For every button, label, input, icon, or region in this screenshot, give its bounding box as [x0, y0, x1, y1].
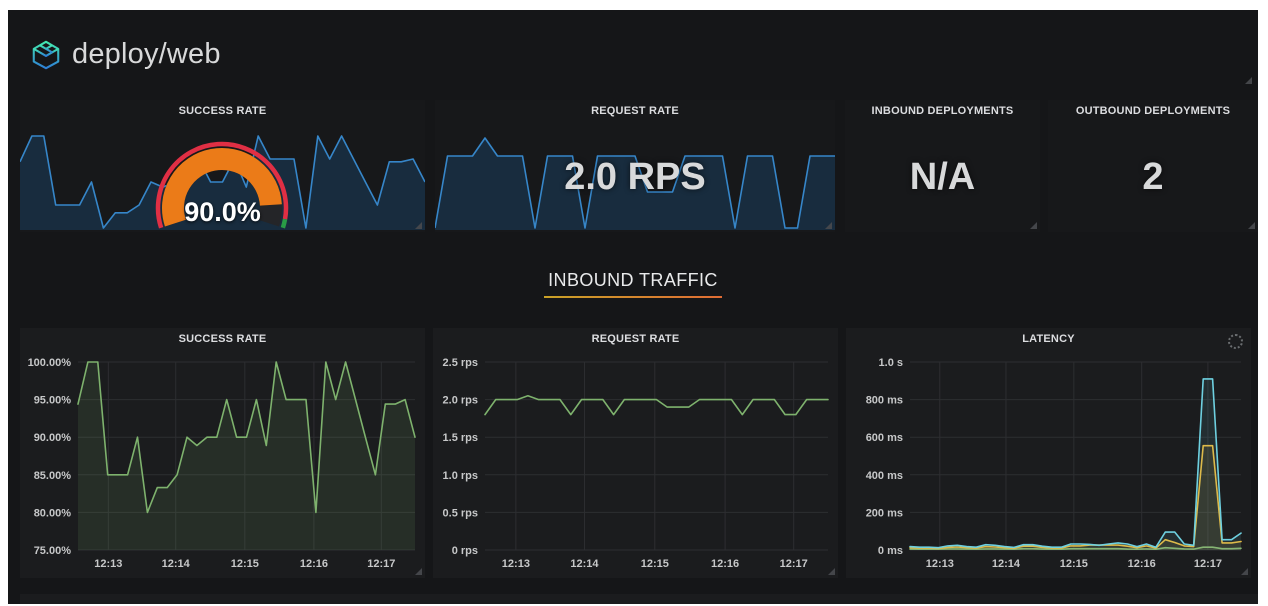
- y-tick-label: 95.00%: [34, 395, 72, 407]
- panel-outbound-deployments: OUTBOUND DEPLOYMENTS 2: [1048, 100, 1258, 232]
- y-tick-label: 0 ms: [878, 545, 903, 557]
- request-rate-sparkline: [435, 135, 835, 230]
- dashboard-title: deploy/web: [72, 38, 221, 70]
- y-tick-label: 85.00%: [34, 470, 72, 482]
- panel-success-rate-stat: SUCCESS RATE 90.0%: [20, 100, 425, 232]
- resize-handle[interactable]: [1241, 568, 1248, 575]
- inbound-deployments-value: N/A: [909, 155, 976, 198]
- request-rate-value: 2.0 RPS: [564, 155, 706, 198]
- gauge-threshold-red: [155, 141, 289, 229]
- panel-success-rate-chart: SUCCESS RATE 100.00% 95.00% 90.00% 85.00% 80…: [20, 328, 425, 578]
- panel-request-rate-chart: REQUEST RATE 2.5 rps 2.0 rps 1.5 rps 1.0 rp…: [433, 328, 838, 578]
- y-tick-label: 2.5 rps: [443, 357, 478, 369]
- section-title[interactable]: INBOUND TRAFFIC: [548, 270, 718, 290]
- x-tick-label: 12:15: [1060, 558, 1088, 570]
- panel-latency-chart: LATENCY 1.0 s 800 ms 600 ms 400 ms 200 ms 0 m…: [846, 328, 1251, 578]
- sparkline-line: [435, 137, 835, 229]
- y-tick-label: 80.00%: [34, 507, 72, 519]
- x-tick-label: 12:14: [570, 558, 599, 570]
- panel-title-inbound-deployments[interactable]: INBOUND DEPLOYMENTS: [871, 105, 1014, 117]
- series-line-p50: [909, 546, 1242, 550]
- series-fill-p95: [910, 445, 1241, 550]
- gauge-value: 90.0%: [184, 197, 261, 227]
- y-tick-label: 1.0 rps: [443, 470, 478, 482]
- resize-handle[interactable]: [415, 222, 422, 229]
- x-tick-label: 12:13: [502, 558, 530, 570]
- x-tick-label: 12:13: [94, 558, 122, 570]
- header-panel: deploy/web: [20, 28, 1258, 86]
- panel-title-latency-chart[interactable]: LATENCY: [1022, 333, 1075, 345]
- sparkline-fill: [435, 138, 835, 230]
- series-fill-p99: [910, 378, 1241, 550]
- resize-handle[interactable]: [1030, 222, 1037, 229]
- panel-title-request-rate[interactable]: REQUEST RATE: [591, 105, 679, 117]
- series-fill-success rate: [78, 362, 415, 550]
- resize-handle[interactable]: [1245, 77, 1252, 84]
- success-rate-chart[interactable]: 100.00% 95.00% 90.00% 85.00% 80.00% 75.00% 12:…: [22, 354, 423, 574]
- x-tick-label: 12:17: [780, 558, 808, 570]
- x-tick-label: 12:14: [992, 558, 1021, 570]
- resize-handle[interactable]: [825, 222, 832, 229]
- x-tick-label: 12:16: [711, 558, 739, 570]
- section-inbound-traffic: INBOUND TRAFFIC: [8, 270, 1258, 298]
- panel-request-rate-stat: REQUEST RATE 2.0 RPS: [435, 100, 835, 232]
- x-tick-label: 12:13: [926, 558, 954, 570]
- series-line-success rate: [77, 361, 416, 514]
- dashboard-header: deploy/web: [30, 38, 221, 71]
- y-tick-label: 0 rps: [452, 545, 478, 557]
- series-line-request rate: [484, 394, 829, 416]
- gauge-threshold-green: [280, 218, 288, 229]
- resize-handle[interactable]: [415, 568, 422, 575]
- panel-inbound-deployments: INBOUND DEPLOYMENTS N/A: [845, 100, 1040, 232]
- panel-title-outbound-deployments[interactable]: OUTBOUND DEPLOYMENTS: [1075, 105, 1231, 117]
- resize-handle[interactable]: [828, 568, 835, 575]
- panel-title-request-rate-chart[interactable]: REQUEST RATE: [591, 333, 680, 345]
- x-tick-label: 12:17: [367, 558, 395, 570]
- x-tick-label: 12:14: [162, 558, 191, 570]
- y-tick-label: 400 ms: [866, 470, 903, 482]
- x-tick-label: 12:15: [641, 558, 669, 570]
- sparkline-fill: [20, 136, 425, 230]
- y-tick-label: 1.0 s: [879, 357, 903, 369]
- y-tick-label: 600 ms: [866, 432, 903, 444]
- y-tick-label: 2.0 rps: [443, 395, 478, 407]
- request-rate-chart[interactable]: 2.5 rps 2.0 rps 1.5 rps 1.0 rps 0.5 rps 0 rps…: [435, 354, 836, 574]
- y-tick-label: 200 ms: [866, 507, 903, 519]
- panel-title-success-rate-chart[interactable]: SUCCESS RATE: [178, 333, 267, 345]
- latency-chart[interactable]: 1.0 s 800 ms 600 ms 400 ms 200 ms 0 ms 12:13 12…: [848, 354, 1249, 574]
- x-tick-label: 12:16: [300, 558, 328, 570]
- x-tick-label: 12:15: [231, 558, 259, 570]
- outbound-deployments-value: 2: [1142, 155, 1164, 198]
- y-tick-label: 75.00%: [34, 545, 72, 557]
- gauge-value-arc: [162, 147, 282, 227]
- x-tick-label: 12:16: [1128, 558, 1156, 570]
- y-tick-label: 100.00%: [28, 357, 72, 369]
- success-rate-gauge: [155, 141, 289, 229]
- linkerd-logo-icon: [32, 40, 60, 69]
- success-rate-sparkline: [20, 133, 425, 230]
- series-line-p99: [909, 378, 1242, 549]
- section-underline: [544, 296, 722, 298]
- y-tick-label: 90.00%: [34, 432, 72, 444]
- x-tick-label: 12:17: [1194, 558, 1222, 570]
- y-tick-label: 0.5 rps: [443, 507, 478, 519]
- dashboard: deploy/web SUCCESS RATE 90.0% REQUEST RA…: [8, 10, 1258, 604]
- next-row-panel-cutoff: [20, 594, 1258, 604]
- sparkline-line: [20, 135, 425, 229]
- loading-spinner-icon: [1228, 334, 1243, 349]
- series-line-p95: [909, 444, 1242, 550]
- resize-handle[interactable]: [1248, 222, 1255, 229]
- y-tick-label: 800 ms: [866, 395, 903, 407]
- y-tick-label: 1.5 rps: [443, 432, 478, 444]
- panel-title-success-rate[interactable]: SUCCESS RATE: [178, 105, 267, 117]
